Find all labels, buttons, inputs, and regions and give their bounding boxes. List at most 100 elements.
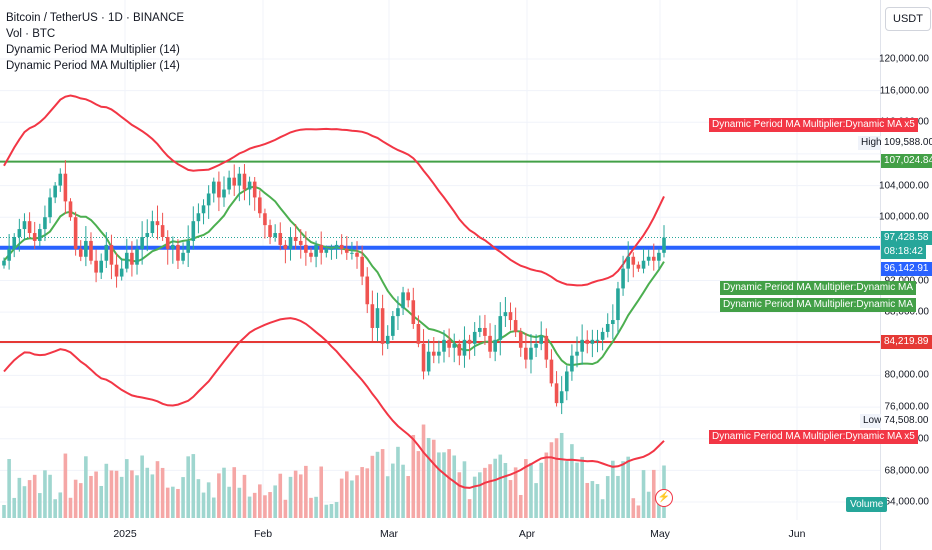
volume-bar [73, 479, 78, 518]
volume-bar [365, 468, 370, 518]
candle-body [237, 173, 242, 186]
volume-bar [27, 480, 32, 518]
candle-body [334, 244, 339, 249]
candle-body [375, 308, 380, 328]
candle-body [651, 256, 656, 261]
candle-body [641, 260, 646, 269]
volume-bar [283, 499, 288, 518]
candle-body [304, 244, 308, 253]
low-label: Low [860, 414, 885, 428]
volume-bar [406, 476, 410, 518]
volume-bar [150, 474, 155, 518]
volume-bar [43, 470, 47, 518]
volume-bar [355, 475, 359, 518]
candle-body [406, 292, 410, 301]
candle-body [518, 331, 523, 348]
volume-bar [114, 470, 119, 518]
indicator-label-1[interactable]: Dynamic Period MA Multiplier (14) [6, 44, 180, 56]
candle-body [145, 233, 150, 237]
volume-bar [401, 464, 405, 518]
volume-bar [124, 459, 129, 518]
candle-body [181, 252, 185, 261]
candle-body [12, 236, 17, 249]
candle-body [196, 213, 201, 222]
candle-body [452, 343, 457, 348]
vol-indicator-label[interactable]: Vol · BTC [6, 28, 56, 40]
candle-body [426, 351, 431, 372]
candle-body [309, 252, 313, 257]
volume-bar [488, 464, 492, 518]
candle-body [186, 240, 190, 253]
candle-body [252, 181, 257, 198]
symbol-title[interactable]: Bitcoin / TetherUS · 1D · BINANCE [6, 12, 185, 24]
candle-body [150, 221, 155, 234]
candle-body [258, 197, 262, 214]
candle-body [385, 335, 390, 344]
candle-body [227, 177, 231, 190]
band-lines [3, 94, 665, 489]
volume-bar [380, 449, 385, 518]
candle-body [155, 221, 160, 226]
candle-body [171, 244, 175, 249]
volume-bar [288, 476, 293, 518]
candle-body [329, 248, 334, 250]
candle-body [160, 225, 165, 237]
candle-body [22, 221, 27, 230]
volume-bar [426, 437, 431, 518]
volume-bar [268, 492, 272, 518]
price-chart[interactable] [0, 0, 880, 520]
candle-body [38, 229, 42, 241]
candle-body [549, 359, 554, 384]
lightning-icon[interactable]: ⚡ [655, 489, 673, 507]
currency-selector[interactable]: USDT [885, 7, 931, 31]
candle-body [478, 327, 482, 332]
volume-bar [575, 462, 579, 518]
volume-bar [534, 483, 538, 518]
candle-body [467, 339, 472, 344]
candle-body [657, 252, 661, 261]
candle-body [324, 248, 329, 253]
time-tick: 2025 [113, 528, 137, 540]
time-tick: Feb [253, 528, 273, 540]
price-tick: 88,000.00 [884, 306, 930, 318]
price-tick: 76,000.00 [884, 401, 930, 413]
candle-body [524, 347, 528, 360]
candle-body [278, 233, 283, 245]
volume-bar [145, 467, 150, 518]
candle-body [534, 343, 538, 348]
lower-band-line [3, 317, 665, 489]
volume-bar [196, 479, 201, 518]
volume-bar [339, 478, 344, 518]
volume-bar [396, 446, 400, 518]
volume-bar [309, 497, 313, 518]
volume-bar [12, 497, 17, 518]
candle-body [462, 339, 467, 356]
volume-bar [84, 456, 88, 518]
volume-bar [478, 472, 482, 518]
volume-bar [646, 491, 651, 518]
volume-bar [590, 481, 595, 518]
volume-bar [370, 455, 375, 518]
candle-body [165, 236, 170, 249]
candle-body [273, 233, 277, 237]
volume-bar [585, 482, 590, 518]
volume-bar [63, 453, 68, 518]
candle-body [32, 233, 37, 241]
candle-body [370, 304, 375, 328]
support-84-tag: 84,219.89 [881, 335, 932, 349]
time-tick: Apr [518, 528, 536, 540]
candle-body [355, 252, 359, 257]
indicator-label-2[interactable]: Dynamic Period MA Multiplier (14) [6, 60, 180, 72]
volume-bar [68, 497, 73, 518]
candle-body [119, 268, 124, 277]
volume-bar [442, 452, 446, 518]
volume-bar [391, 463, 395, 518]
candle-body [201, 205, 206, 214]
candle-body [247, 181, 252, 190]
volume-bar [206, 482, 211, 518]
candle-body [503, 312, 508, 317]
candle-body [636, 264, 641, 269]
candle-body [529, 347, 533, 360]
candle-body [63, 173, 68, 202]
volume-bar [227, 486, 231, 518]
